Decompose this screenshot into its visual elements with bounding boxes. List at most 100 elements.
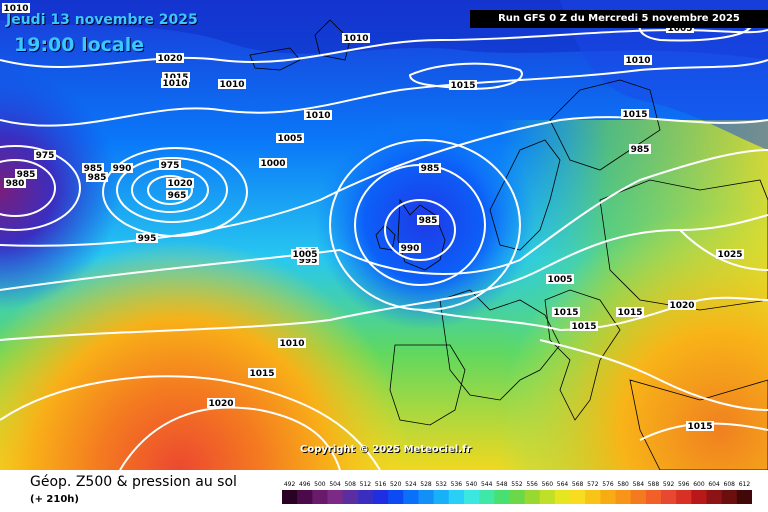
isobar-label: 1015 (450, 81, 475, 91)
isobar-label: 1010 (162, 79, 187, 89)
isobars (0, 21, 768, 470)
scale-tick-label: 592 (663, 481, 675, 488)
isobar-label-bg (342, 33, 370, 43)
scale-tick-label: 512 (360, 481, 372, 488)
scale-tick-label: 508 (344, 481, 356, 488)
scale-tick-label: 588 (648, 481, 660, 488)
scale-tick-label: 548 (496, 481, 508, 488)
scale-swatch (736, 490, 752, 504)
isobar-label: 985 (631, 145, 650, 155)
scale-swatch (388, 490, 404, 504)
copyright: Copyright © 2025 Meteociel.fr (300, 444, 472, 455)
isobar-label-bg (621, 109, 649, 119)
isobar-label-bg (624, 55, 652, 65)
isobar-label-bg (616, 307, 644, 317)
isobar-label: 1005 (277, 134, 302, 144)
scale-swatch (585, 490, 601, 504)
isobar-label: 1015 (622, 110, 647, 120)
isobar-label-bg (2, 3, 30, 13)
isobar-label-bg (15, 169, 37, 179)
isobar-label-bg (686, 421, 714, 431)
scale-tick-label: 576 (602, 481, 614, 488)
scale-swatch (554, 490, 571, 504)
scale-tick-label: 516 (375, 481, 387, 488)
isobar-label: 1005 (667, 24, 692, 34)
scale-swatch (509, 490, 526, 504)
isobar-label: 1015 (617, 308, 642, 318)
isobar-label: 985 (17, 170, 36, 180)
scale-tick-label: 520 (390, 481, 402, 488)
isobar-label: 1015 (553, 308, 578, 318)
scale-swatch (524, 490, 541, 504)
scale-swatch (282, 490, 298, 504)
isobar-label-bg (34, 150, 56, 160)
scale-swatch (479, 490, 495, 504)
isobar-label: 995 (138, 234, 157, 244)
scale-tick-label: 552 (511, 481, 523, 488)
scale-swatch (448, 490, 465, 504)
isobar-label-bg (417, 215, 439, 225)
isobar-label-bg (248, 368, 276, 378)
scale-swatch (433, 490, 450, 504)
scale-swatch (357, 490, 374, 504)
scale-swatch (312, 490, 328, 504)
scale-swatch (570, 490, 586, 504)
scale-tick-label: 532 (435, 481, 447, 488)
isobar-label-bg (207, 398, 235, 408)
isobar-label-bg (166, 190, 188, 200)
scale-tick-label: 500 (314, 481, 326, 488)
scale-tick-label: 528 (420, 481, 432, 488)
isobar-label-bg (666, 23, 694, 33)
scale-swatch (327, 490, 344, 504)
scale-tick-label: 612 (739, 481, 751, 488)
isobar-label: 1010 (625, 56, 650, 66)
scale-swatch (615, 490, 632, 504)
isobar-label-bg (629, 144, 651, 154)
color-scale: 492 496 500 504 508 512 516 520 524 528 532 536 540 5… (282, 481, 752, 504)
isobar-label-bg (161, 78, 189, 88)
scale-swatch (539, 490, 556, 504)
weather-map: 1010 1010 1005 1020 1015 1010 1015 1010 1015 1005… (0, 0, 768, 470)
isobar-label: 990 (113, 164, 132, 174)
isobar-label-bg (156, 53, 184, 63)
scale-tick-label: 524 (405, 481, 417, 488)
scale-swatch (661, 490, 677, 504)
scale-swatch (600, 490, 617, 504)
isobar-label-bg (668, 300, 696, 310)
scale-tick-label: 604 (708, 481, 720, 488)
isobar-label: 1015 (249, 369, 274, 379)
isobar-label-bg (82, 163, 104, 173)
isobar-label-bg (259, 158, 287, 168)
isobar-label-bg (86, 172, 108, 182)
isobar-label: 995 (299, 256, 318, 266)
scale-tick-label: 556 (526, 481, 538, 488)
scale-swatch (463, 490, 480, 504)
isobar-label: 1015 (687, 422, 712, 432)
isobar-label-bg (162, 72, 190, 82)
scale-tick-label: 492 (284, 481, 296, 488)
isobar-label: 1025 (717, 250, 742, 260)
isobar-label-bg (552, 307, 580, 317)
isobar-label: 1010 (3, 4, 28, 14)
scale-swatch (418, 490, 435, 504)
scale-swatch (297, 490, 313, 504)
isobar-label: 1020 (157, 54, 182, 64)
isobar-label: 985 (88, 173, 107, 183)
scale-swatch (372, 490, 389, 504)
isobar-label-bg (449, 80, 477, 90)
scale-tick-label: 536 (451, 481, 463, 488)
isobar-label-bg (570, 321, 598, 331)
scale-tick-label: 540 (466, 481, 478, 488)
isobar-label: 1020 (669, 301, 694, 311)
forecast-time: 19:00 locale (14, 34, 145, 56)
scale-swatch (403, 490, 419, 504)
scale-tick-label: 560 (542, 481, 554, 488)
scale-tick-label: 608 (724, 481, 736, 488)
scale-swatch (494, 490, 510, 504)
isobar-label-bg (4, 178, 26, 188)
isobar-label-bg (276, 133, 304, 143)
scale-tick-label: 496 (299, 481, 311, 488)
isobar-label: 985 (419, 216, 438, 226)
scale-tick-label: 504 (329, 481, 341, 488)
